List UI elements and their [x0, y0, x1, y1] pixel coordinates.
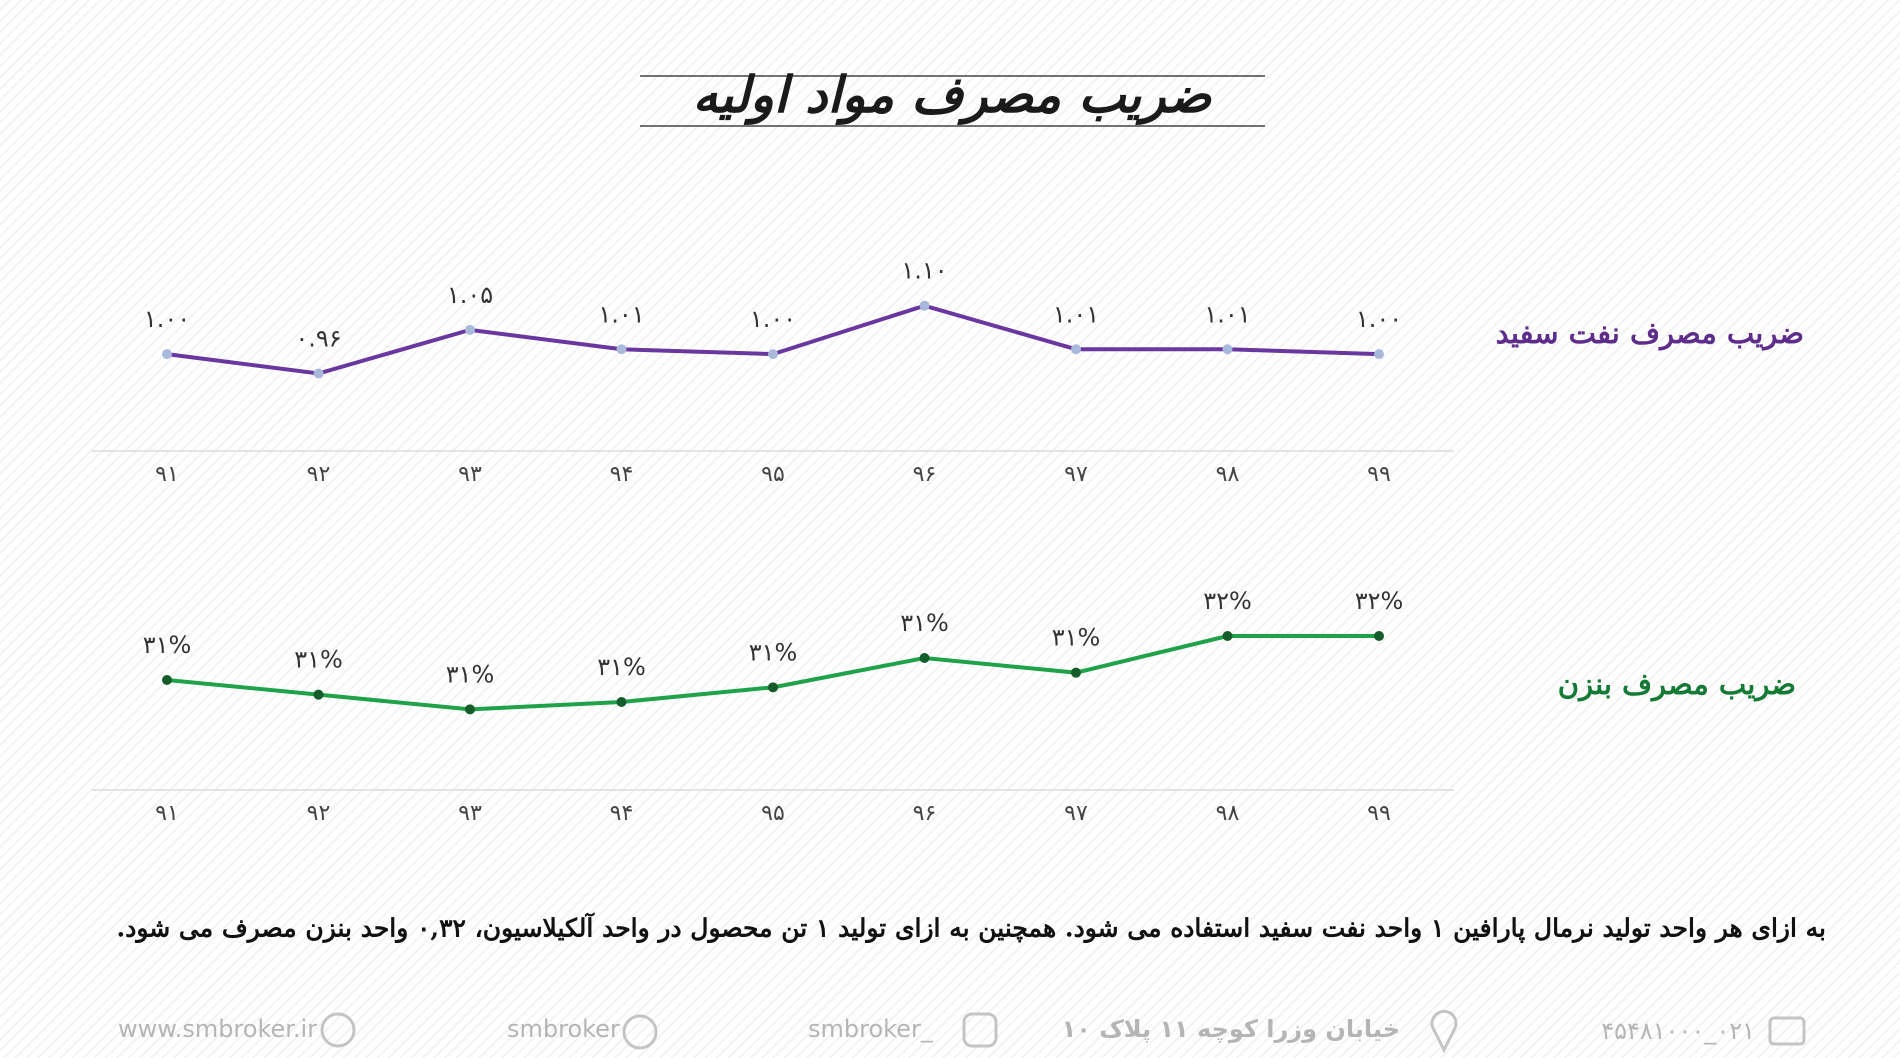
x-tick-label: ۹۷ — [1064, 462, 1088, 487]
x-tick-label: ۹۲ — [307, 462, 331, 487]
point — [465, 704, 475, 715]
point — [919, 653, 930, 663]
point — [768, 682, 778, 693]
web-icon — [320, 1012, 356, 1048]
x-tick-label: ۹۳ — [458, 801, 482, 826]
point — [162, 349, 172, 360]
point — [465, 324, 475, 335]
value-label: ۱.۰۰ — [1356, 305, 1402, 333]
value-label: ۳۱% — [294, 646, 343, 674]
footer-item: smbroker — [507, 1015, 620, 1043]
note: به ازای هر واحد تولید نرمال پارافین ۱ وا… — [117, 912, 1826, 944]
x-tick-label: ۹۴ — [610, 801, 634, 826]
phone-icon — [1768, 1016, 1806, 1046]
x-tick-label: ۹۲ — [307, 801, 331, 826]
value-label: ۳۱% — [749, 638, 798, 666]
location-icon — [1430, 1009, 1458, 1054]
x-tick-label: ۹۴ — [610, 462, 634, 487]
point — [313, 368, 324, 379]
x-tick-label: ۹۱ — [155, 462, 179, 487]
x-tick-label: ۹۶ — [913, 801, 937, 826]
footer-item: خیابان وزرا کوچه ۱۱ پلاک ۱۰ — [1062, 1015, 1400, 1043]
page-title: ضریب مصرف مواد اولیه — [693, 65, 1213, 125]
x-tick-label: ۹۵ — [761, 801, 785, 826]
value-label: ۳۱% — [1052, 624, 1101, 652]
telegram-icon — [622, 1014, 658, 1050]
x-tick-label: ۹۹ — [1367, 462, 1391, 487]
footer-item: ۰۲۱_۴۵۴۸۱۰۰۰ — [1601, 1017, 1755, 1045]
value-label: ۳۱% — [900, 609, 949, 637]
value-label: ۱.۰۱ — [1204, 300, 1250, 328]
value-label: ۳۱% — [446, 660, 495, 688]
point — [1071, 667, 1081, 678]
value-label: ۱.۰۰ — [144, 305, 190, 333]
footer-item: www.smbroker.ir — [118, 1015, 317, 1043]
point — [1071, 344, 1081, 355]
instagram-icon — [962, 1012, 998, 1048]
x-tick-label: ۹۹ — [1367, 801, 1391, 826]
point — [1374, 631, 1384, 641]
point — [313, 689, 324, 700]
point — [616, 344, 627, 355]
x-tick-label: ۹۵ — [761, 462, 785, 487]
chart-title: ضریب مصرف بنزن — [1558, 667, 1796, 702]
point — [1374, 349, 1384, 360]
value-label: ۱.۰۱ — [598, 300, 644, 328]
point — [919, 300, 930, 311]
x-tick-label: ۹۸ — [1216, 462, 1240, 487]
value-label: ۳۱% — [597, 653, 646, 681]
value-label: ۳۲% — [1355, 587, 1404, 615]
value-label: ۱.۰۰ — [750, 305, 796, 333]
value-label: ۱.۰۱ — [1053, 300, 1099, 328]
value-label: ۱.۰۵ — [447, 281, 493, 309]
point — [768, 349, 778, 360]
value-label: ۳۲% — [1203, 587, 1252, 615]
point — [616, 697, 627, 707]
footer-item: smbroker_ — [808, 1015, 934, 1043]
chart-title: ضریب مصرف نفت سفید — [1496, 316, 1804, 351]
x-tick-label: ۹۷ — [1064, 801, 1088, 826]
point — [1222, 631, 1233, 641]
x-tick-label: ۹۶ — [913, 462, 937, 487]
x-tick-label: ۹۳ — [458, 462, 482, 487]
point — [162, 675, 172, 685]
value-label: ۱.۱۰ — [901, 257, 947, 285]
point — [1222, 344, 1233, 355]
x-tick-label: ۹۸ — [1216, 801, 1240, 826]
value-label: ۳۱% — [143, 631, 192, 659]
x-tick-label: ۹۱ — [155, 801, 179, 826]
value-label: ۰.۹۶ — [295, 324, 341, 352]
